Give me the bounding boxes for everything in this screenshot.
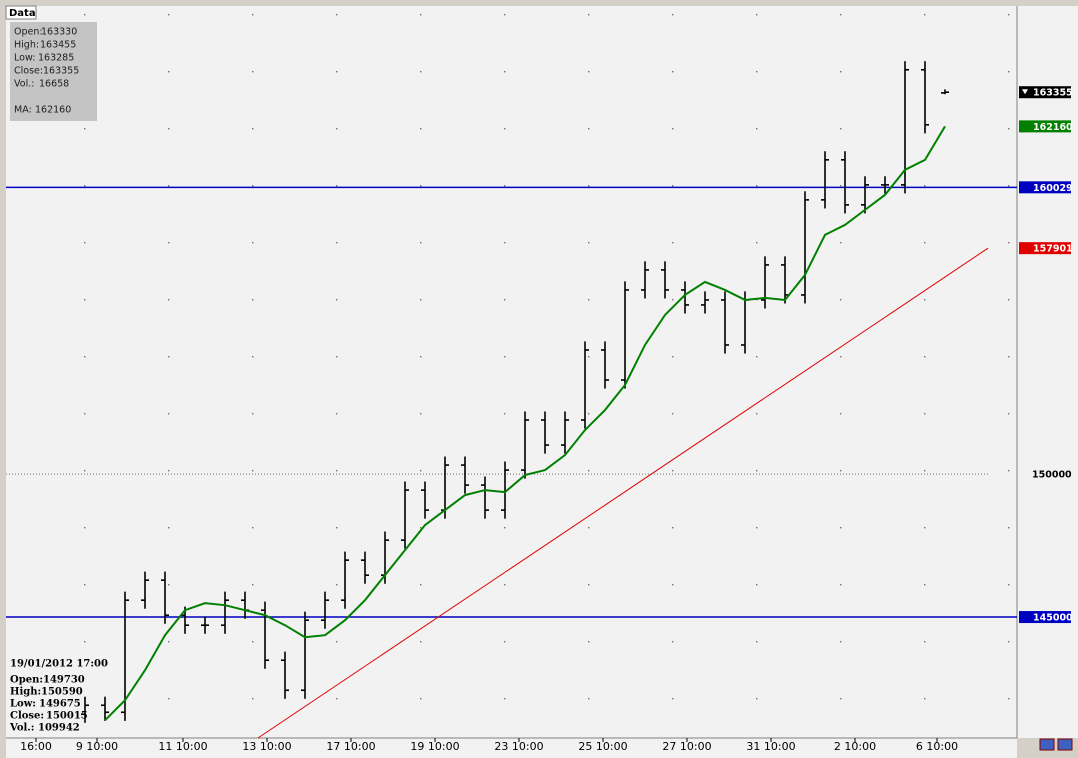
info-value: 163285 bbox=[38, 53, 74, 64]
x-tick-label: 25 10:00 bbox=[578, 740, 627, 753]
x-axis: 16:00 9 10:00 11 10:00 13 10:00 17 10:00 19 1… bbox=[20, 738, 958, 753]
info-box bbox=[10, 22, 97, 121]
cursor-value: 150590 bbox=[41, 687, 83, 698]
trend-line bbox=[257, 247, 989, 739]
cursor-value: 109942 bbox=[38, 723, 80, 734]
x-tick-label: 9 10:00 bbox=[76, 740, 118, 753]
level-label-box bbox=[1019, 181, 1071, 194]
x-tick-label: 13 10:00 bbox=[242, 740, 291, 753]
level-label: 145000 bbox=[1033, 613, 1073, 624]
info-label: MA: bbox=[14, 105, 32, 116]
ma-label: 162160 bbox=[1033, 122, 1073, 133]
chart-layer: 150000 16:00 9 10:00 11 10:00 13 10:00 17 10:… bbox=[6, 27, 1073, 753]
panel-title: Data bbox=[9, 8, 36, 19]
x-tick-label: 17 10:00 bbox=[326, 740, 375, 753]
info-label: Vol.: bbox=[14, 79, 34, 90]
last-price-label: 163355 bbox=[1033, 88, 1073, 99]
x-tick-label: 16:00 bbox=[20, 740, 52, 753]
cursor-value: 150015 bbox=[46, 711, 88, 722]
x-tick-label: 11 10:00 bbox=[158, 740, 207, 753]
cursor-date: 19/01/2012 17:00 bbox=[10, 659, 108, 670]
time-axis bbox=[6, 738, 1017, 758]
ma-label-box bbox=[1019, 120, 1071, 133]
trend-label: 157901 bbox=[1033, 244, 1073, 255]
cursor-label: Vol.: bbox=[9, 723, 34, 734]
grid-dots bbox=[38, 6, 1017, 738]
info-label: Open: bbox=[14, 27, 43, 38]
x-tick-label: 2 10:00 bbox=[834, 740, 876, 753]
button[interactable] bbox=[1039, 738, 1055, 751]
last-price-box bbox=[1019, 86, 1071, 99]
button[interactable] bbox=[1057, 738, 1073, 751]
x-tick-label: 6 10:00 bbox=[916, 740, 958, 753]
price-axis bbox=[1017, 6, 1078, 738]
last-price-marker bbox=[1022, 89, 1028, 95]
x-tick-label: 27 10:00 bbox=[662, 740, 711, 753]
info-value: 16658 bbox=[39, 79, 69, 90]
cursor-label: Low: bbox=[10, 699, 36, 710]
level-label: 160029 bbox=[1033, 183, 1073, 194]
x-tick-label: 31 10:00 bbox=[746, 740, 795, 753]
info-value: 162160 bbox=[35, 105, 71, 116]
info-value: 163455 bbox=[40, 40, 76, 51]
level-label-box bbox=[1019, 611, 1071, 624]
info-value: 163355 bbox=[43, 66, 79, 77]
panel-title-box bbox=[5, 5, 37, 20]
cursor-value: 149675 bbox=[39, 699, 81, 710]
cursor-label: Close: bbox=[10, 711, 44, 722]
info-value: 163330 bbox=[41, 27, 77, 38]
cursor-label: High: bbox=[10, 687, 41, 698]
info-label: Low: bbox=[14, 53, 35, 64]
cursor-value: 149730 bbox=[43, 675, 85, 686]
info-label: High: bbox=[14, 40, 39, 51]
x-tick-label: 23 10:00 bbox=[494, 740, 543, 753]
y-tick-label: 150000 bbox=[1032, 470, 1072, 481]
x-tick-label: 19 10:00 bbox=[410, 740, 459, 753]
info-label: Close: bbox=[14, 66, 43, 77]
cursor-label: Open: bbox=[10, 675, 43, 686]
trend-label-box bbox=[1019, 242, 1071, 255]
moving-average bbox=[104, 125, 946, 721]
